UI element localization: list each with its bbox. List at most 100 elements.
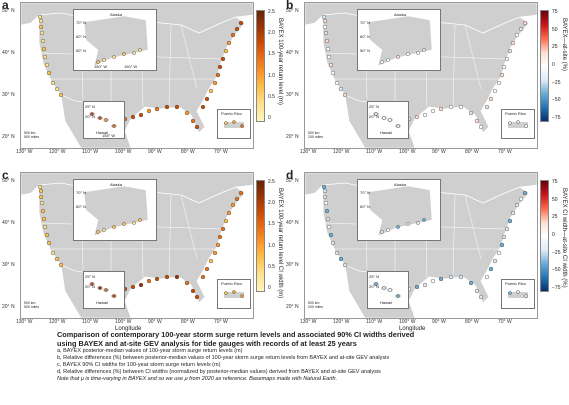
x-axis-label: Longitude (115, 326, 142, 332)
longitude-tick-label: 70° W (498, 319, 512, 325)
colorbar-tick-label: 0 (268, 115, 271, 121)
colorbar-tick-label: 2.0 (268, 200, 275, 207)
colorbar-label: BAYEX 100-year return level CI width (m) (277, 188, 283, 299)
colorbar-label: BAYEX 100-year return level (m) (277, 18, 283, 105)
tide-gauge-marker (474, 118, 480, 124)
tide-gauge-marker (484, 274, 490, 280)
tide-gauge-marker (380, 60, 384, 64)
tide-gauge-marker (138, 282, 144, 288)
tide-gauge-marker (223, 218, 229, 224)
tide-gauge-marker (458, 104, 464, 110)
tide-gauge-marker (194, 124, 200, 130)
tide-gauge-marker (215, 242, 221, 248)
tide-gauge-marker (208, 88, 214, 94)
map-panel-b: b Alaska 70° N 60° N 50° N Hawaii 25° N 20° N Pu… (284, 0, 567, 155)
tide-gauge-marker (507, 218, 513, 224)
alaska-tick: 60° N (76, 34, 87, 39)
colorbar-tick-label: 25 (552, 44, 558, 51)
longitude-tick-label: 70° W (214, 319, 228, 325)
alaska-tick: 180° W (94, 64, 108, 69)
tide-gauge-marker (326, 54, 332, 60)
colorbar-tick-label: −75 (552, 285, 561, 291)
latitude-tick-label: 20° N (286, 134, 299, 140)
tide-gauge-marker (496, 80, 502, 86)
longitude-tick-label: 110° W (366, 149, 383, 155)
tide-gauge-marker (504, 226, 510, 232)
tide-gauge-marker (130, 114, 136, 120)
tide-gauge-marker (492, 258, 498, 264)
alaska-tick: 60° N (76, 204, 87, 209)
alaska-landmass (367, 185, 433, 237)
tide-gauge-marker (338, 86, 344, 92)
puerto-rico-landmass (224, 292, 244, 298)
colorbar-tick-label: 1.5 (268, 221, 275, 228)
tide-gauge-marker (217, 234, 223, 240)
longitude-tick-label: 130° W (16, 149, 33, 155)
tide-gauge-marker (164, 274, 170, 280)
tide-gauge-marker (130, 284, 136, 290)
panel-label-d: d (286, 168, 294, 182)
tide-gauge-marker (232, 120, 236, 124)
state-border (168, 24, 172, 108)
tide-gauge-marker (38, 188, 44, 194)
alaska-label: Alaska (110, 12, 123, 17)
tide-gauge-marker (190, 118, 196, 124)
tide-gauge-marker (138, 48, 142, 52)
latitude-tick-label: 20° N (286, 304, 299, 310)
longitude-tick-label: 110° W (366, 319, 383, 325)
tide-gauge-marker (212, 80, 218, 86)
tide-gauge-marker (422, 282, 428, 288)
longitude-tick-label: 120° W (333, 149, 350, 155)
tide-gauge-marker (50, 80, 56, 86)
tide-gauge-marker (488, 266, 494, 272)
tide-gauge-marker (40, 208, 46, 214)
tide-gauge-marker (374, 112, 378, 116)
hawaii-inset: Hawaii 25° N 20° N (367, 271, 409, 309)
tide-gauge-marker (328, 62, 334, 68)
tide-gauge-marker (396, 294, 400, 298)
scale-bar-label: 500 km (24, 301, 36, 305)
tide-gauge-marker (324, 208, 330, 214)
scale-bar-label: 500 km (24, 131, 36, 135)
tide-gauge-marker (323, 200, 329, 206)
tide-gauge-marker (138, 112, 144, 118)
tide-gauge-marker (138, 218, 142, 222)
tide-gauge-marker (508, 291, 512, 295)
tide-gauge-marker (42, 54, 48, 60)
map-panel-a: a Alaska 70° N 60° N 50° N 180° W 150° W Hawaii… (0, 0, 283, 155)
alaska-tick: 70° N (76, 190, 87, 195)
tide-gauge-marker (524, 294, 528, 298)
hawaii-inset: Hawaii 25° N 20° N 155° W (83, 101, 125, 139)
tide-gauge-marker (164, 104, 170, 110)
state-border (180, 194, 198, 260)
tide-gauge-marker (516, 290, 520, 294)
colorbar-tick-label: −50 (552, 267, 561, 274)
tide-gauge-marker (46, 240, 52, 246)
scale-bar: 500 km 200 miles (308, 301, 323, 309)
tide-gauge-marker (396, 124, 400, 128)
alaska-tick: 60° N (360, 204, 371, 209)
tide-gauge-marker (448, 274, 454, 280)
tide-gauge-marker (448, 104, 454, 110)
longitude-tick-label: 90° W (148, 149, 162, 155)
colorbar-tick-label: 25 (552, 214, 558, 221)
scale-bar-label: 200 miles (308, 305, 323, 309)
tide-gauge-marker (42, 224, 48, 230)
tide-gauge-marker (501, 64, 507, 70)
puerto-rico-label: Puerto Rico (221, 281, 242, 286)
tide-gauge-marker (220, 56, 226, 62)
tide-gauge-marker (406, 222, 410, 226)
hawaii-tick: 20° N (369, 114, 380, 119)
colorbar-tick-label: 75 (552, 9, 558, 15)
tide-gauge-marker (414, 284, 420, 290)
tide-gauge-marker (322, 18, 328, 24)
state-border (464, 24, 482, 90)
tide-gauge-marker (230, 202, 236, 208)
state-border (452, 24, 456, 108)
puerto-rico-label: Puerto Rico (221, 111, 242, 116)
scale-bar-label: 500 km (308, 301, 320, 305)
tide-gauge-marker (488, 96, 494, 102)
tide-gauge-marker (46, 70, 52, 76)
x-axis-label: Longitude (399, 326, 426, 332)
colorbar-tick-label: 0.5 (268, 263, 275, 270)
